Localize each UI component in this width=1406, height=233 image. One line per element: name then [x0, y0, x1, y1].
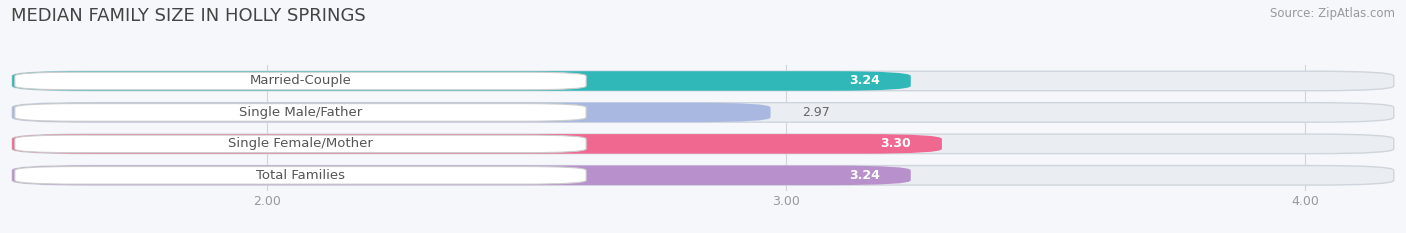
FancyBboxPatch shape: [13, 103, 1393, 122]
Text: 3.24: 3.24: [849, 75, 880, 87]
FancyBboxPatch shape: [15, 135, 586, 153]
FancyBboxPatch shape: [13, 134, 942, 154]
Text: Single Female/Mother: Single Female/Mother: [228, 137, 373, 150]
FancyBboxPatch shape: [13, 71, 911, 91]
Text: Married-Couple: Married-Couple: [249, 75, 352, 87]
Text: Single Male/Father: Single Male/Father: [239, 106, 363, 119]
Text: Source: ZipAtlas.com: Source: ZipAtlas.com: [1270, 7, 1395, 20]
FancyBboxPatch shape: [15, 167, 586, 184]
FancyBboxPatch shape: [13, 166, 911, 185]
Text: 2.97: 2.97: [801, 106, 830, 119]
Text: MEDIAN FAMILY SIZE IN HOLLY SPRINGS: MEDIAN FAMILY SIZE IN HOLLY SPRINGS: [11, 7, 366, 25]
FancyBboxPatch shape: [15, 72, 586, 90]
FancyBboxPatch shape: [15, 104, 586, 121]
FancyBboxPatch shape: [13, 103, 770, 122]
Text: 3.30: 3.30: [880, 137, 911, 150]
FancyBboxPatch shape: [13, 71, 1393, 91]
Text: Total Families: Total Families: [256, 169, 344, 182]
FancyBboxPatch shape: [13, 166, 1393, 185]
FancyBboxPatch shape: [13, 134, 1393, 154]
Text: 3.24: 3.24: [849, 169, 880, 182]
